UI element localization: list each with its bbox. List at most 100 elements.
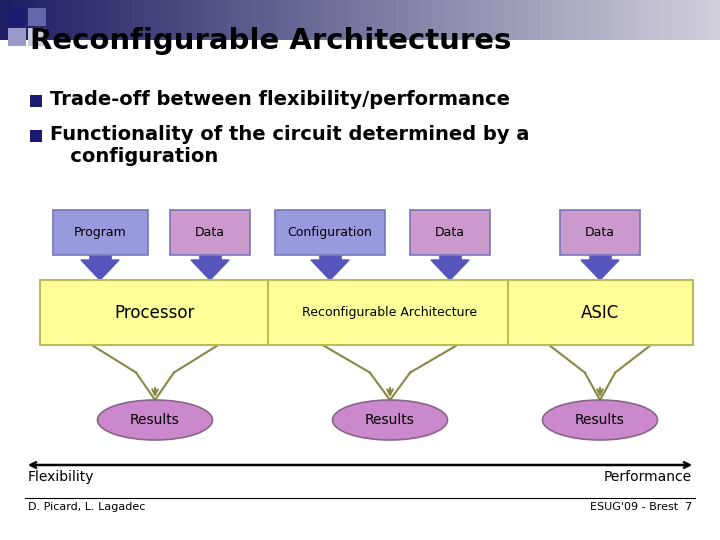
Bar	[48, 0, 61, 40]
Text: Performance: Performance	[604, 470, 692, 484]
Bar	[648, 0, 661, 40]
Bar	[560, 210, 640, 255]
Bar	[508, 280, 693, 345]
Bar	[564, 0, 577, 40]
Polygon shape	[431, 260, 469, 280]
Bar	[589, 255, 611, 260]
Bar	[84, 0, 97, 40]
Text: Results: Results	[130, 413, 180, 427]
Polygon shape	[191, 260, 229, 280]
Text: Processor: Processor	[114, 303, 195, 321]
Bar	[516, 0, 529, 40]
Bar	[612, 0, 625, 40]
Bar	[24, 0, 37, 40]
Bar	[96, 0, 109, 40]
Bar	[552, 0, 565, 40]
Bar	[348, 0, 361, 40]
Bar	[439, 255, 461, 260]
Text: Reconfigurable Architectures: Reconfigurable Architectures	[30, 27, 511, 55]
Bar	[108, 0, 121, 40]
Bar	[30, 95, 42, 107]
Bar	[60, 0, 73, 40]
Bar	[8, 28, 26, 46]
Text: Flexibility: Flexibility	[28, 470, 94, 484]
Bar	[410, 210, 490, 255]
Bar	[36, 0, 49, 40]
Bar	[120, 0, 133, 40]
Bar	[480, 0, 493, 40]
Bar	[396, 0, 409, 40]
Text: Data: Data	[435, 226, 465, 239]
Text: Configuration: Configuration	[287, 226, 372, 239]
Bar	[204, 0, 217, 40]
Bar	[8, 8, 26, 26]
Bar	[684, 0, 697, 40]
Bar	[132, 0, 145, 40]
Bar	[672, 0, 685, 40]
Bar	[168, 0, 181, 40]
Bar	[408, 0, 421, 40]
Bar	[708, 0, 720, 40]
Bar	[180, 0, 193, 40]
Bar	[312, 0, 325, 40]
Bar	[492, 0, 505, 40]
Bar	[268, 280, 513, 345]
Bar	[240, 0, 253, 40]
Bar	[528, 0, 541, 40]
Bar	[28, 8, 46, 26]
Bar	[144, 0, 157, 40]
Bar	[324, 0, 337, 40]
Bar	[660, 0, 673, 40]
Text: Program: Program	[73, 226, 127, 239]
Bar	[275, 210, 385, 255]
Ellipse shape	[542, 400, 657, 440]
Bar	[360, 0, 373, 40]
Bar	[192, 0, 205, 40]
Bar	[468, 0, 481, 40]
Polygon shape	[81, 260, 119, 280]
Bar	[420, 0, 433, 40]
Ellipse shape	[97, 400, 212, 440]
Bar	[276, 0, 289, 40]
Bar	[636, 0, 649, 40]
Text: ESUG'09 - Brest  7: ESUG'09 - Brest 7	[590, 502, 692, 512]
Bar	[600, 0, 613, 40]
Polygon shape	[581, 260, 619, 280]
Bar	[319, 255, 341, 260]
Bar	[540, 0, 553, 40]
Bar	[576, 0, 589, 40]
Bar	[432, 0, 445, 40]
Text: Data: Data	[195, 226, 225, 239]
Bar	[199, 255, 221, 260]
Bar	[228, 0, 241, 40]
Text: Data: Data	[585, 226, 615, 239]
Text: ASIC: ASIC	[581, 303, 619, 321]
Bar	[156, 0, 169, 40]
Bar	[170, 210, 250, 255]
Bar	[40, 280, 270, 345]
Bar	[30, 130, 42, 142]
Bar	[444, 0, 457, 40]
Bar	[89, 255, 111, 260]
Bar	[696, 0, 709, 40]
Bar	[288, 0, 301, 40]
Bar	[456, 0, 469, 40]
Bar	[588, 0, 601, 40]
Bar	[28, 28, 46, 46]
Text: Functionality of the circuit determined by a
   configuration: Functionality of the circuit determined …	[50, 125, 529, 166]
Ellipse shape	[333, 400, 448, 440]
Bar	[624, 0, 637, 40]
Bar	[12, 0, 25, 40]
Bar	[252, 0, 265, 40]
Bar	[336, 0, 349, 40]
Bar	[72, 0, 85, 40]
Text: Trade-off between flexibility/performance: Trade-off between flexibility/performanc…	[50, 90, 510, 109]
Text: Results: Results	[575, 413, 625, 427]
Bar	[0, 0, 13, 40]
Text: Results: Results	[365, 413, 415, 427]
Bar	[264, 0, 277, 40]
Bar	[384, 0, 397, 40]
Bar	[372, 0, 385, 40]
Text: Reconfigurable Architecture: Reconfigurable Architecture	[302, 306, 477, 319]
Bar	[216, 0, 229, 40]
